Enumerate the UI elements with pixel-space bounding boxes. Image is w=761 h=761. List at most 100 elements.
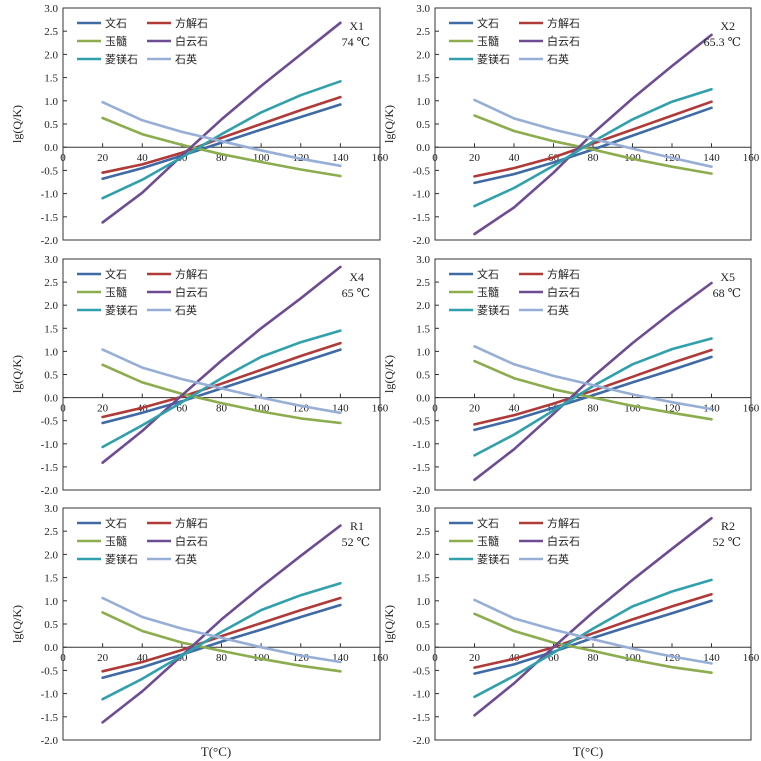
sample-label: X5 <box>720 270 735 284</box>
x-tick-label: 40 <box>137 652 149 664</box>
legend-label: 文石 <box>105 16 127 30</box>
legend-label: 白云石 <box>175 34 208 48</box>
legend-label: 石英 <box>175 303 197 317</box>
sample-label: X4 <box>349 270 364 284</box>
y-tick-label: -1.0 <box>41 689 59 701</box>
x-tick-label: 160 <box>743 652 760 664</box>
y-tick-label: -0.5 <box>413 665 431 677</box>
y-tick-label: -2.0 <box>413 235 431 247</box>
y-tick-label: 3.0 <box>44 254 58 266</box>
y-tick-label: 1.0 <box>44 96 58 108</box>
y-tick-label: 1.5 <box>44 573 58 585</box>
y-tick-label: 1.0 <box>416 96 430 108</box>
x-tick-label: 140 <box>703 652 720 664</box>
temperature-label: 52 ℃ <box>342 535 370 549</box>
series-line-菱镁石 <box>101 329 342 449</box>
y-tick-label: 3.0 <box>44 503 58 515</box>
y-tick-label: -2.0 <box>413 735 431 747</box>
y-tick-label: 2.0 <box>416 549 430 561</box>
y-tick-label: -1.5 <box>413 712 431 724</box>
x-tick-label: 80 <box>588 152 600 164</box>
legend-label: 菱镁石 <box>477 303 510 317</box>
x-tick-label: 160 <box>743 152 760 164</box>
legend-label: 文石 <box>105 267 127 281</box>
x-tick-label: 80 <box>216 652 228 664</box>
y-tick-label: -1.0 <box>413 439 431 451</box>
legend-label: 石英 <box>547 303 569 317</box>
y-tick-label: -2.0 <box>41 485 59 497</box>
temperature-label: 52 ℃ <box>713 535 741 549</box>
y-tick-label: 2.5 <box>44 277 58 289</box>
series-line-菱镁石 <box>101 581 342 701</box>
legend-label: 文石 <box>477 16 499 30</box>
x-tick-label: 20 <box>469 403 481 415</box>
y-axis-label: lg(Q/K) <box>10 105 24 143</box>
y-tick-label: -2.0 <box>413 485 431 497</box>
series-line-方解石 <box>101 341 342 419</box>
temperature-label: 65.3 ℃ <box>704 35 741 49</box>
x-tick-label: 80 <box>588 403 600 415</box>
legend-label: 方解石 <box>547 516 580 530</box>
legend-label: 玉髓 <box>105 35 127 48</box>
legend-label: 石英 <box>547 52 569 66</box>
x-tick-label: 0 <box>60 652 66 664</box>
series-line-菱镁石 <box>473 87 713 208</box>
x-axis-label: T(°C) <box>201 744 231 759</box>
series-line-石英 <box>101 596 342 664</box>
y-axis-label: lg(Q/K) <box>10 355 24 393</box>
y-tick-label: 0.0 <box>416 642 430 654</box>
series-line-石英 <box>473 98 713 168</box>
y-tick-label: -1.5 <box>413 212 431 224</box>
panel-r1: -2.0 -1.5 -1.0 -0.5 0.0 0.5 1.0 1.5 2.0 2.5 3.0 0 20… <box>41 503 389 747</box>
y-tick-label: 0.0 <box>416 393 430 405</box>
panel-x1: -2.0 -1.5 -1.0 -0.5 0.0 0.5 1.0 1.5 2.0 2.5 3.0 0 20… <box>41 3 389 247</box>
y-tick-label: 0.5 <box>416 370 430 382</box>
series-line-白云石 <box>101 524 342 724</box>
y-tick-label: -0.5 <box>41 416 59 428</box>
x-tick-label: 20 <box>469 152 481 164</box>
y-tick-label: 2.5 <box>44 26 58 38</box>
legend-label: 方解石 <box>547 16 580 30</box>
legend-label: 石英 <box>175 552 197 566</box>
legend-label: 菱镁石 <box>105 52 138 66</box>
sample-label: X1 <box>349 19 364 33</box>
legend-label: 石英 <box>175 52 197 66</box>
panel-x4: -2.0 -1.5 -1.0 -0.5 0.0 0.5 1.0 1.5 2.0 2.5 3.0 0 20… <box>41 254 389 497</box>
x-tick-label: 20 <box>469 652 481 664</box>
y-axis-label: lg(Q/K) <box>10 605 24 643</box>
series-line-玉髓 <box>101 116 342 178</box>
x-tick-label: 60 <box>176 652 188 664</box>
legend-label: 玉髓 <box>477 535 499 548</box>
y-tick-label: 3.0 <box>44 3 58 15</box>
x-tick-label: 160 <box>372 403 389 415</box>
y-tick-label: -2.0 <box>41 735 59 747</box>
y-tick-label: 2.0 <box>44 49 58 61</box>
sample-label: R1 <box>350 519 364 533</box>
y-tick-label: 0.5 <box>44 370 58 382</box>
series-line-白云石 <box>473 33 713 236</box>
y-tick-label: -1.0 <box>413 189 431 201</box>
y-axis-label: lg(Q/K) <box>382 105 396 143</box>
y-tick-label: 0.5 <box>44 619 58 631</box>
y-tick-label: 0.5 <box>416 119 430 131</box>
series-line-玉髓 <box>101 363 342 425</box>
y-tick-label: -1.5 <box>41 462 59 474</box>
y-tick-label: 2.5 <box>44 526 58 538</box>
series-line-石英 <box>101 100 342 168</box>
series-line-菱镁石 <box>473 578 713 699</box>
panel-r2: -2.0 -1.5 -1.0 -0.5 0.0 0.5 1.0 1.5 2.0 2.5 3.0 0 20… <box>413 503 760 747</box>
y-tick-label: 1.5 <box>44 323 58 335</box>
y-tick-label: 1.0 <box>44 346 58 358</box>
series-line-文石 <box>101 603 342 680</box>
series-line-石英 <box>101 348 342 415</box>
y-tick-label: -0.5 <box>413 416 431 428</box>
y-tick-label: -1.0 <box>41 189 59 201</box>
x-tick-label: 80 <box>216 403 228 415</box>
temperature-label: 74 ℃ <box>342 35 370 49</box>
y-tick-label: 0.0 <box>44 642 58 654</box>
x-tick-label: 20 <box>97 652 109 664</box>
x-tick-label: 160 <box>372 652 389 664</box>
y-tick-label: 0.0 <box>416 142 430 154</box>
y-tick-label: 3.0 <box>416 254 430 266</box>
x-tick-label: 40 <box>509 403 521 415</box>
